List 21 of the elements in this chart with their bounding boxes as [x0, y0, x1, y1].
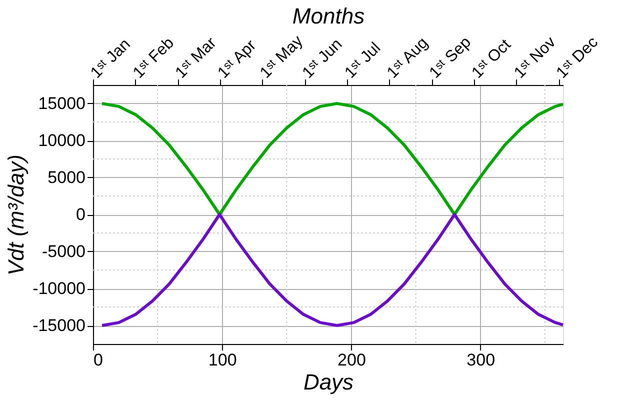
y-tick-label: -15000 [32, 316, 86, 335]
text: 1ˢᵗ Jul [342, 40, 384, 82]
x-tick-label: 100 [208, 350, 237, 370]
x-tick-label: 300 [466, 350, 496, 370]
x2-axis-title: Months [292, 4, 365, 29]
line-series [100, 213, 564, 327]
text: 1ˢᵗ Apr [214, 36, 260, 82]
y-axis-title: Vdt (m³/day) [4, 154, 29, 276]
x-tick-label: 0 [94, 350, 103, 370]
x-tick-label: 200 [338, 350, 366, 370]
y-tick-label: 15000 [38, 94, 86, 113]
y-tick-label: -5000 [42, 242, 86, 261]
y-tick-label: 5000 [48, 168, 86, 187]
y-tick-label: 0 [76, 205, 86, 224]
line-series [100, 102, 564, 216]
x-axis-title: Days [303, 370, 354, 394]
text: 1ˢᵗ Jan [88, 36, 134, 82]
text: 1ˢᵗ Oct [468, 36, 515, 82]
text: 1ˢᵗ Dec [554, 34, 602, 82]
y-tick-label: 10000 [38, 131, 86, 150]
y-tick-label: -10000 [32, 279, 86, 298]
